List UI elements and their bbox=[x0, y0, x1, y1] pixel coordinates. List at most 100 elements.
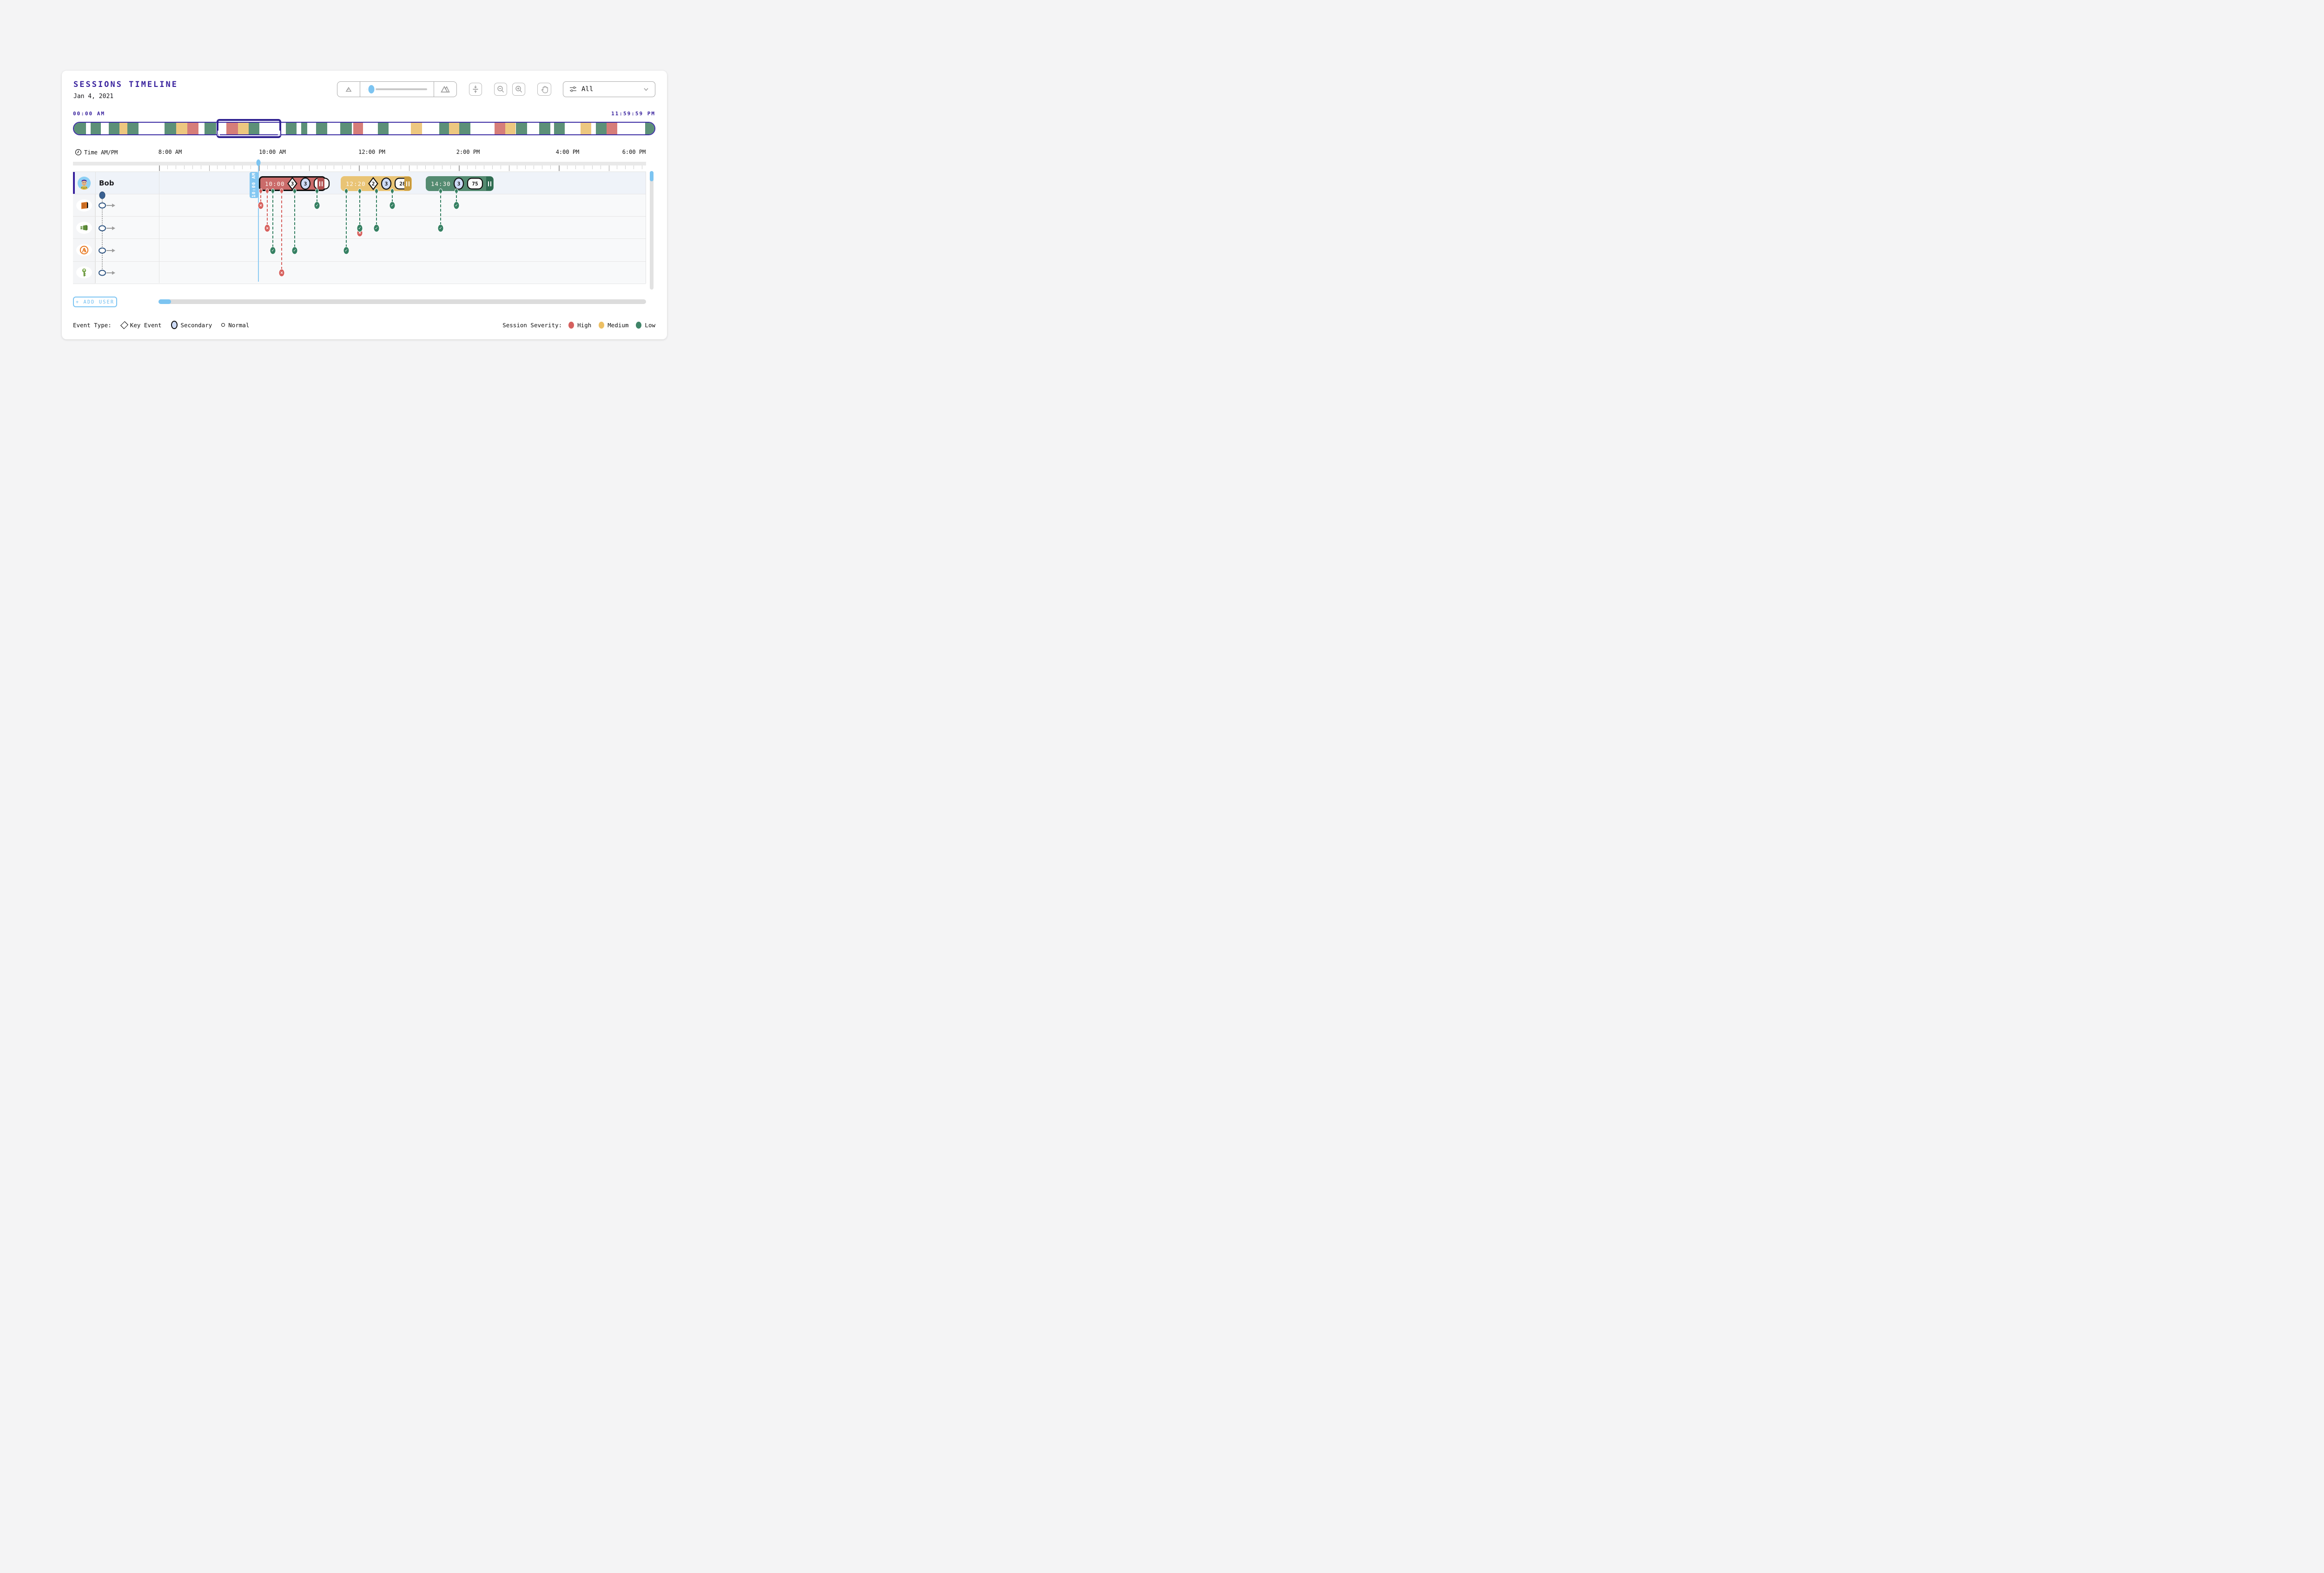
event-success-marker[interactable]: ✓ bbox=[437, 224, 444, 232]
event-connector-line bbox=[440, 191, 441, 225]
session-bar-1220[interactable]: 12:20 2 3 28 bbox=[341, 176, 412, 191]
service-node[interactable] bbox=[99, 202, 106, 209]
minute-tick bbox=[492, 165, 493, 169]
minimap-session-segment bbox=[109, 123, 119, 134]
secondary-event-badge: 3 bbox=[381, 177, 392, 190]
zoom-in-button[interactable] bbox=[512, 83, 525, 96]
severity-filter-dropdown[interactable]: All bbox=[563, 81, 655, 97]
event-connector-line bbox=[376, 191, 377, 225]
zoom-min-button[interactable] bbox=[337, 82, 360, 97]
minute-tick bbox=[550, 165, 551, 169]
legend-normal: Normal bbox=[221, 322, 249, 329]
legend-severity-low: Low bbox=[636, 321, 655, 329]
minute-tick bbox=[467, 165, 468, 169]
minimap-session-segment bbox=[449, 123, 459, 134]
service-icon-cell bbox=[73, 217, 95, 239]
node-arrow-icon bbox=[106, 226, 115, 230]
horizontal-scrollbar-thumb[interactable] bbox=[158, 299, 171, 304]
mountain-small-icon bbox=[345, 86, 352, 92]
event-success-marker[interactable]: ✓ bbox=[357, 224, 363, 232]
connector-dotted-line bbox=[102, 198, 103, 273]
minute-tick bbox=[192, 165, 193, 169]
hour-tick bbox=[559, 165, 560, 171]
event-success-marker[interactable]: ✓ bbox=[389, 201, 396, 210]
minimap-session-segment bbox=[74, 123, 86, 134]
current-time-line bbox=[258, 163, 259, 282]
avatar[interactable] bbox=[78, 177, 91, 190]
minute-tick bbox=[225, 165, 226, 169]
minimap-session-segment bbox=[505, 123, 515, 134]
session-event-dot bbox=[375, 188, 378, 194]
service-icon-cell bbox=[73, 261, 95, 284]
brush-handle-right[interactable] bbox=[278, 131, 280, 136]
zoom-slider-group bbox=[337, 81, 457, 97]
zoom-max-button[interactable] bbox=[434, 82, 456, 97]
event-failure-marker[interactable]: × bbox=[264, 224, 271, 232]
session-start-time: 14:30 bbox=[431, 180, 451, 187]
session-event-dot bbox=[280, 188, 284, 194]
axis-time-header: Time AM/PM bbox=[75, 149, 118, 156]
minute-tick bbox=[425, 165, 426, 169]
zoom-slider-track[interactable] bbox=[367, 88, 427, 90]
minimap-brush[interactable] bbox=[217, 119, 281, 138]
event-connector-line bbox=[272, 191, 273, 247]
event-connector-line bbox=[267, 191, 268, 225]
minute-tick bbox=[184, 165, 185, 169]
horizontal-scrollbar[interactable] bbox=[158, 299, 646, 304]
sessions-timeline-card: SESSIONS TIMELINE Jan 4, 2021 bbox=[62, 71, 667, 339]
hour-tick bbox=[259, 165, 260, 171]
minimap-session-segment bbox=[127, 123, 139, 134]
minimap[interactable] bbox=[73, 122, 655, 135]
minute-tick bbox=[525, 165, 526, 169]
minute-tick bbox=[367, 165, 368, 169]
pause-icon[interactable] bbox=[486, 177, 493, 191]
service-node[interactable] bbox=[99, 270, 106, 276]
zoom-slider-thumb[interactable] bbox=[368, 85, 375, 93]
zoom-slider[interactable] bbox=[360, 82, 434, 97]
zoom-in-icon bbox=[515, 86, 522, 93]
page-title: SESSIONS TIMELINE bbox=[73, 80, 178, 89]
event-success-marker[interactable]: ✓ bbox=[291, 246, 298, 255]
zoom-out-button[interactable] bbox=[494, 83, 507, 96]
collapse-rows-button[interactable] bbox=[469, 83, 482, 96]
event-success-marker[interactable]: ✓ bbox=[453, 201, 460, 210]
hour-tick bbox=[459, 165, 460, 171]
time-ruler[interactable] bbox=[73, 162, 646, 165]
vertical-scrollbar[interactable] bbox=[650, 171, 654, 290]
legend-severity-title: Session Severity: bbox=[502, 321, 562, 329]
add-user-button[interactable]: + ADD USER bbox=[73, 297, 117, 307]
vertical-scrollbar-thumb[interactable] bbox=[650, 171, 654, 181]
hour-tick bbox=[608, 165, 609, 171]
minute-tick bbox=[217, 165, 218, 169]
high-severity-dot bbox=[568, 321, 574, 329]
session-event-dot bbox=[439, 188, 442, 194]
minimap-session-segment bbox=[286, 123, 297, 134]
brush-handle-left[interactable] bbox=[218, 131, 220, 136]
pan-button[interactable] bbox=[537, 83, 551, 96]
session-event-dot bbox=[315, 188, 319, 194]
current-time-handle[interactable] bbox=[256, 159, 261, 166]
event-failure-marker[interactable]: × bbox=[278, 269, 285, 277]
service-node[interactable] bbox=[99, 247, 106, 254]
svg-text:3: 3 bbox=[384, 181, 388, 187]
minimap-session-segment bbox=[187, 123, 198, 134]
minimap-session-segment bbox=[516, 123, 527, 134]
service-node[interactable] bbox=[99, 225, 106, 231]
session-bar-1000[interactable]: 10:003330 bbox=[259, 176, 330, 191]
event-success-marker[interactable]: ✓ bbox=[343, 246, 350, 255]
event-success-marker[interactable]: ✓ bbox=[314, 201, 320, 210]
service-row-lambda-service[interactable] bbox=[73, 239, 646, 262]
minimap-session-segment bbox=[645, 123, 654, 134]
event-success-marker[interactable]: ✓ bbox=[270, 246, 276, 255]
node-arrow-icon bbox=[106, 203, 115, 207]
legend: Event Type: Key Event Secondary Normal S… bbox=[73, 320, 655, 330]
pause-icon[interactable] bbox=[404, 177, 411, 191]
event-failure-marker[interactable]: × bbox=[257, 201, 264, 210]
session-bar-1430[interactable]: 14:30 3 75 bbox=[426, 176, 494, 191]
lambda-service-icon bbox=[76, 244, 92, 256]
collapse-icon bbox=[473, 86, 478, 93]
event-success-marker[interactable]: ✓ bbox=[373, 224, 380, 232]
service-row-key-service[interactable] bbox=[73, 261, 646, 284]
row-stripe bbox=[73, 172, 75, 194]
pause-icon[interactable] bbox=[317, 178, 324, 190]
